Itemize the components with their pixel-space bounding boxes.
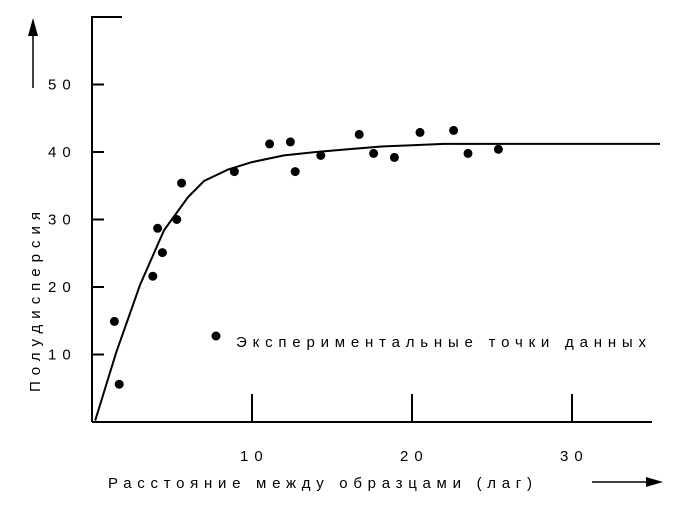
y-tick-label: 50 [48,77,77,94]
data-point [177,178,187,188]
data-point [449,125,459,135]
legend: Экспериментальные точки данных [211,331,652,351]
y-axis-label: Полудисперсия [27,206,44,392]
x-tick-label: 20 [400,448,429,465]
ticks: 10 20 30 40 50 10 20 30 [48,77,589,466]
y-axis-arrow-head [28,18,38,36]
data-point [463,148,473,158]
data-point [285,137,295,147]
data-point [415,127,425,137]
x-axis-label: Расстояние между образцами (лаг) [108,475,538,492]
x-axis-arrow-head [646,477,663,487]
data-point [148,271,158,281]
data-point [493,144,503,154]
data-point [265,139,275,149]
axes [28,16,663,487]
data-point [114,379,124,389]
data-point [354,129,364,139]
y-tick-label: 30 [48,212,77,229]
data-point [157,248,167,258]
series [94,125,660,421]
data-point [153,223,163,233]
y-tick-label: 10 [48,347,77,364]
y-tick-label: 40 [48,144,77,161]
x-tick-label: 30 [560,448,589,465]
data-point [316,150,326,160]
data-point [369,148,379,158]
data-point [389,152,399,162]
legend-marker [211,331,221,341]
legend-label: Экспериментальные точки данных [236,334,652,351]
x-tick-label: 10 [240,448,269,465]
model-curve [94,142,660,421]
data-point [290,167,300,177]
data-point [109,316,119,326]
y-tick-label: 20 [48,279,77,296]
